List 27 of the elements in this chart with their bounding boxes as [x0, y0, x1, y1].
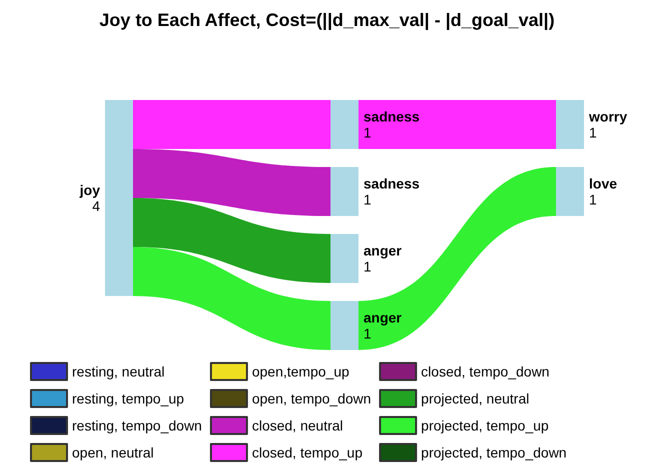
category-label: sadness: [364, 108, 420, 124]
category-label: love: [589, 176, 618, 192]
legend-label: open, tempo_down: [252, 390, 372, 406]
legend-label: resting, tempo_up: [72, 390, 184, 406]
legend-label: closed, neutral: [252, 418, 344, 434]
text: Joy to Each Affect, Cost=(||d_max_val| - |d_goal_val|): [99, 10, 555, 30]
data-label: 1: [364, 326, 372, 342]
legend-label: projected, tempo_down: [421, 444, 567, 460]
category-label: joy: [78, 182, 100, 198]
data-label: 4: [92, 198, 100, 214]
legend-label: closed, tempo_down: [421, 364, 550, 380]
legend-label: open,tempo_up: [252, 364, 350, 380]
legend-label: open, neutral: [72, 444, 154, 460]
data-label: 1: [589, 124, 597, 140]
legend-label: resting, neutral: [72, 364, 165, 380]
category-label: anger: [364, 310, 402, 326]
category-label: anger: [364, 242, 402, 258]
data-label: 1: [589, 192, 597, 208]
category-label: worry: [588, 108, 628, 124]
data-label: 1: [364, 124, 372, 140]
legend-label: projected, neutral: [421, 390, 530, 406]
legend-label: projected, tempo_up: [421, 418, 549, 434]
data-label: 1: [364, 192, 372, 208]
data-label: 1: [364, 258, 372, 274]
legend-label: resting, tempo_down: [72, 418, 202, 434]
category-label: sadness: [364, 176, 420, 192]
legend-label: closed, tempo_up: [252, 444, 363, 460]
